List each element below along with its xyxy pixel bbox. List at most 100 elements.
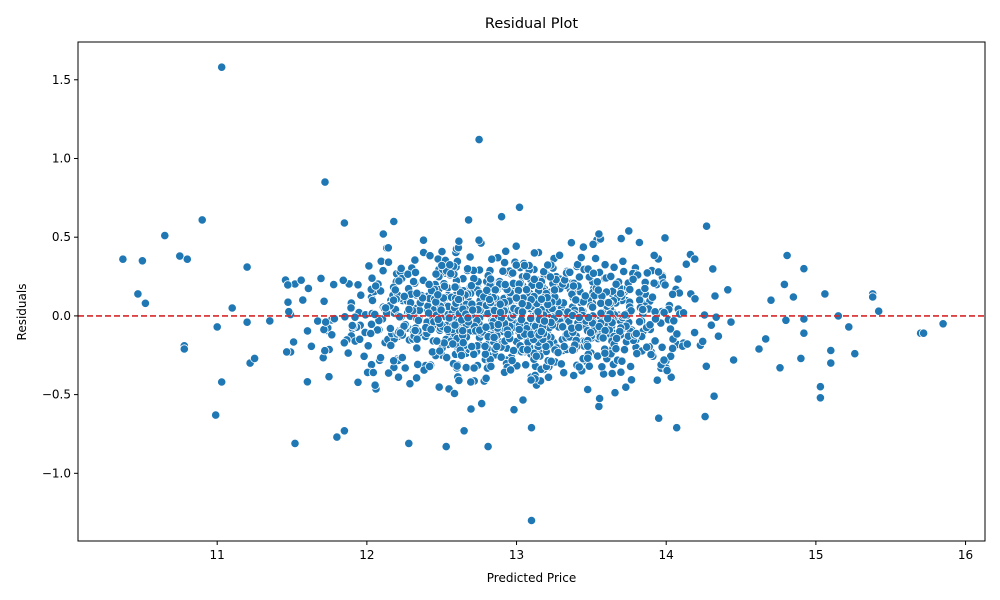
scatter-point xyxy=(799,264,809,274)
scatter-point xyxy=(594,393,605,404)
scatter-point xyxy=(389,216,399,227)
scatter-point xyxy=(529,248,540,258)
scatter-point xyxy=(567,345,578,355)
scatter-point xyxy=(850,349,860,359)
scatter-point xyxy=(370,309,380,319)
scatter-point xyxy=(410,255,420,265)
scatter-point xyxy=(383,368,394,378)
scatter-point xyxy=(453,294,464,305)
scatter-point xyxy=(647,292,658,302)
scatter-point xyxy=(592,277,602,287)
scatter-point xyxy=(410,267,421,277)
scatter-point xyxy=(468,305,478,315)
scatter-point xyxy=(197,215,207,225)
scatter-point xyxy=(517,299,527,309)
scatter-point xyxy=(775,363,785,373)
scatter-point xyxy=(652,375,662,385)
scatter-point xyxy=(482,285,492,295)
scatter-point xyxy=(283,297,293,307)
scatter-point xyxy=(182,254,192,264)
scatter-point xyxy=(511,293,522,303)
scatter-point xyxy=(611,344,621,354)
scatter-point xyxy=(526,375,536,385)
scatter-point xyxy=(597,362,607,372)
scatter-point xyxy=(313,316,323,326)
scatter-point xyxy=(454,236,464,246)
scatter-point xyxy=(411,373,422,383)
scatter-point xyxy=(461,362,471,373)
scatter-point xyxy=(211,410,221,420)
scatter-point xyxy=(820,289,830,299)
scatter-point xyxy=(437,260,447,271)
scatter-point xyxy=(667,343,678,353)
scatter-point xyxy=(626,375,637,385)
scatter-point xyxy=(364,261,374,271)
scatter-point xyxy=(578,242,589,252)
scatter-point xyxy=(607,368,617,379)
scatter-point xyxy=(489,332,499,342)
y-axis-label: Residuals xyxy=(15,284,29,341)
scatter-point xyxy=(284,307,294,317)
scatter-point xyxy=(481,373,491,383)
scatter-point xyxy=(490,285,500,295)
scatter-point xyxy=(708,264,718,274)
scatter-point xyxy=(593,285,603,295)
scatter-point xyxy=(574,322,584,332)
scatter-point xyxy=(412,288,422,298)
scatter-point xyxy=(826,358,836,368)
scatter-point xyxy=(499,257,510,268)
scatter-point xyxy=(217,62,227,72)
scatter-point xyxy=(594,401,604,411)
scatter-point xyxy=(434,382,444,392)
scatter-point xyxy=(445,260,455,270)
scatter-point xyxy=(329,279,339,290)
scatter-point xyxy=(355,334,365,344)
scatter-point xyxy=(393,372,404,382)
scatter-point xyxy=(615,288,626,299)
scatter-point xyxy=(569,370,579,381)
scatter-point xyxy=(511,241,521,251)
scatter-point xyxy=(404,438,414,448)
scatter-point xyxy=(709,391,719,401)
scatter-point xyxy=(439,281,450,291)
scatter-point xyxy=(298,295,308,305)
scatter-point xyxy=(654,413,664,423)
scatter-point xyxy=(600,348,610,358)
x-tick-label: 14 xyxy=(659,548,674,562)
scatter-point xyxy=(227,303,237,313)
scatter-point xyxy=(526,423,537,433)
scatter-point xyxy=(496,352,506,362)
scatter-point xyxy=(618,256,628,266)
scatter-point xyxy=(603,297,614,308)
scatter-point xyxy=(565,267,575,277)
scatter-point xyxy=(450,282,460,292)
x-tick-label: 15 xyxy=(808,548,823,562)
scatter-point xyxy=(511,260,521,270)
scatter-point xyxy=(413,315,423,325)
scatter-point xyxy=(321,317,331,327)
scatter-point xyxy=(408,276,419,287)
scatter-point xyxy=(514,202,525,212)
scatter-point xyxy=(690,254,700,264)
scatter-point xyxy=(788,292,799,302)
scatter-point xyxy=(600,260,610,270)
scatter-point xyxy=(442,352,452,363)
scatter-point xyxy=(583,353,593,363)
y-tick-label: 1.5 xyxy=(52,73,71,87)
scatter-point xyxy=(632,348,642,359)
scatter-point xyxy=(368,367,378,378)
scatter-point xyxy=(536,294,547,304)
scatter-point xyxy=(635,295,645,305)
scatter-point xyxy=(250,353,260,363)
scatter-point xyxy=(624,226,634,236)
scatter-point xyxy=(557,322,568,332)
scatter-point xyxy=(640,283,650,294)
scatter-point xyxy=(498,266,508,276)
scatter-point xyxy=(699,310,710,320)
scatter-point xyxy=(160,231,170,241)
scatter-point xyxy=(844,322,854,332)
scatter-point xyxy=(501,246,511,256)
y-tick-label: −1.0 xyxy=(42,466,71,480)
scatter-point xyxy=(574,362,584,372)
